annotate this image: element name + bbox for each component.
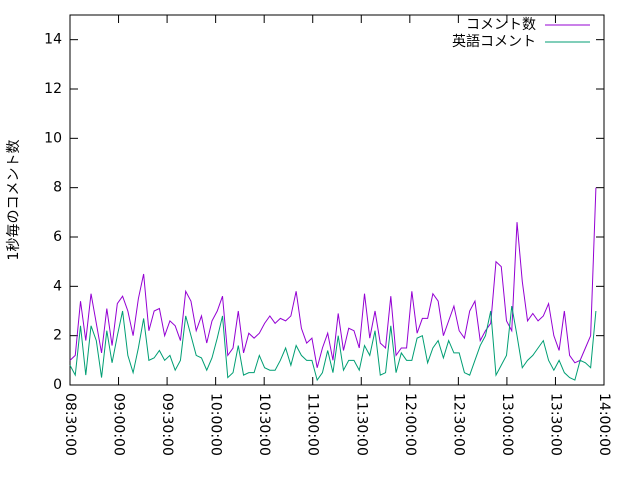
y-axis-label: 1秒毎のコメント数 xyxy=(6,140,22,261)
y-tick-label: 6 xyxy=(53,229,62,245)
x-tick-label: 12:30:00 xyxy=(450,393,466,456)
x-tick-label: 09:30:00 xyxy=(159,393,175,456)
x-tick-label: 10:00:00 xyxy=(208,393,224,456)
plot-frame xyxy=(69,14,605,386)
x-tick-label: 11:30:00 xyxy=(353,393,369,456)
y-tick-label: 2 xyxy=(53,328,62,344)
y-tick-label: 14 xyxy=(44,32,62,48)
x-tick-label: 13:30:00 xyxy=(547,393,563,456)
x-tick-label: 13:00:00 xyxy=(499,393,515,456)
series-line xyxy=(69,187,597,368)
legend-label: コメント数 xyxy=(466,17,536,33)
y-tick-label: 0 xyxy=(53,377,62,393)
x-tick-label: 14:00:00 xyxy=(596,393,612,456)
y-tick-label: 8 xyxy=(53,180,62,196)
series-line xyxy=(69,305,597,382)
legend-label: 英語コメント xyxy=(452,33,536,50)
y-tick-label: 10 xyxy=(44,130,62,146)
x-tick-label: 12:00:00 xyxy=(402,393,418,456)
y-tick-label: 4 xyxy=(53,278,62,294)
x-tick-label: 10:30:00 xyxy=(256,393,272,456)
x-tick-label: 09:00:00 xyxy=(111,393,127,456)
x-tick-label: 08:30:00 xyxy=(62,393,78,456)
y-tick-label: 12 xyxy=(44,81,62,97)
x-tick-label: 11:00:00 xyxy=(305,393,321,456)
